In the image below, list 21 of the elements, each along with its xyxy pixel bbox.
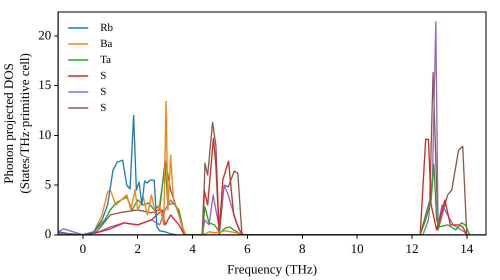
x-tick-label: 14 [460,241,474,256]
legend-label: S [100,70,106,82]
y-tick-label: 15 [38,77,52,92]
y-tick-label: 5 [44,176,52,192]
x-tick-label: 12 [405,241,418,256]
x-tick-label: 4 [189,241,196,256]
x-tick-label: 2 [134,241,141,256]
x-tick-label: 8 [299,241,306,256]
y-tick-label: 0 [44,226,52,242]
legend-label: Ta [100,54,112,66]
y-tick-label: 10 [38,126,52,142]
y-tick-label: 20 [38,27,52,42]
legend-label: S [100,86,106,98]
x-tick-label: 10 [350,241,364,256]
x-axis-title: Frequency (THz) [227,262,318,277]
y-axis-title: Phonon projected DOS (States/THz·primitive cell) [1,53,32,194]
legend-label: S [100,102,106,114]
x-tick-label: 6 [244,241,252,256]
x-tick-label: 0 [80,241,86,256]
legend-label: Ba [100,38,113,50]
legend-label: Rb [100,22,114,34]
